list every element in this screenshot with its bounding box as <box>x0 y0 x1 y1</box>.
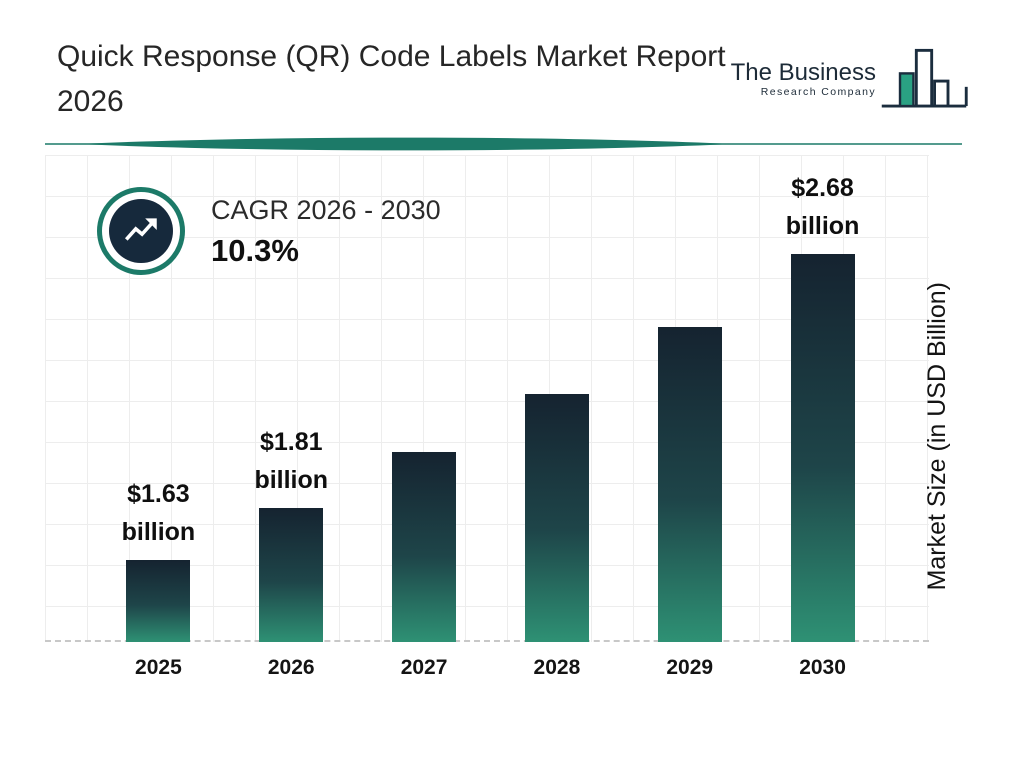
logo-text: The Business Research Company <box>730 59 876 99</box>
cagr-text: CAGR 2026 - 2030 10.3% <box>211 193 441 269</box>
x-tick-label: 2030 <box>799 656 846 679</box>
bar <box>657 327 722 642</box>
bar <box>524 394 589 642</box>
bar-column: $1.81 billion 2026 <box>225 155 358 680</box>
chart-area: CAGR 2026 - 2030 10.3% $1.63 billion 2025 $… <box>45 155 929 679</box>
header: Quick Response (QR) Code Labels Market R… <box>0 0 1024 127</box>
logo-name: The Business <box>730 59 876 86</box>
y-axis-label: Market Size (in USD Billion) <box>923 282 951 591</box>
logo-subtitle: Research Company <box>760 86 876 98</box>
x-tick-label: 2026 <box>267 656 315 679</box>
bar-value-label: $1.63 billion <box>121 480 196 546</box>
bar-column: 2029 <box>623 155 756 680</box>
bar <box>126 560 191 642</box>
x-tick-label: 2025 <box>135 656 182 679</box>
bar-value-label: $1.81 billion <box>254 428 329 494</box>
x-tick-label: 2029 <box>666 656 714 679</box>
cagr-label: CAGR 2026 - 2030 <box>211 195 441 225</box>
bar-column: $2.68 billion 2030 <box>756 155 889 680</box>
bar-value-label: $2.68 billion <box>785 174 860 240</box>
company-logo: The Business Research Company <box>731 44 972 127</box>
bar-column: 2027 <box>358 155 491 680</box>
bar-column: $1.63 billion 2025 <box>92 155 225 680</box>
page-title: Quick Response (QR) Code Labels Market R… <box>57 40 726 118</box>
cagr-value: 10.3% <box>211 233 299 268</box>
bar <box>259 508 324 642</box>
bar <box>392 452 457 642</box>
trend-arrow-icon <box>109 199 173 263</box>
cagr-badge: CAGR 2026 - 2030 10.3% <box>97 187 441 275</box>
divider-line <box>45 137 962 151</box>
axis-baseline <box>45 640 929 642</box>
bar-column: 2028 <box>490 155 623 680</box>
cagr-ring <box>97 187 185 275</box>
x-tick-label: 2028 <box>533 656 581 679</box>
bar-chart-logo-icon <box>876 44 972 127</box>
x-tick-label: 2027 <box>400 656 448 679</box>
bars-row: $1.63 billion 2025 $1.81 billion 2026 2027 2028… <box>92 155 889 680</box>
bar <box>790 254 855 642</box>
